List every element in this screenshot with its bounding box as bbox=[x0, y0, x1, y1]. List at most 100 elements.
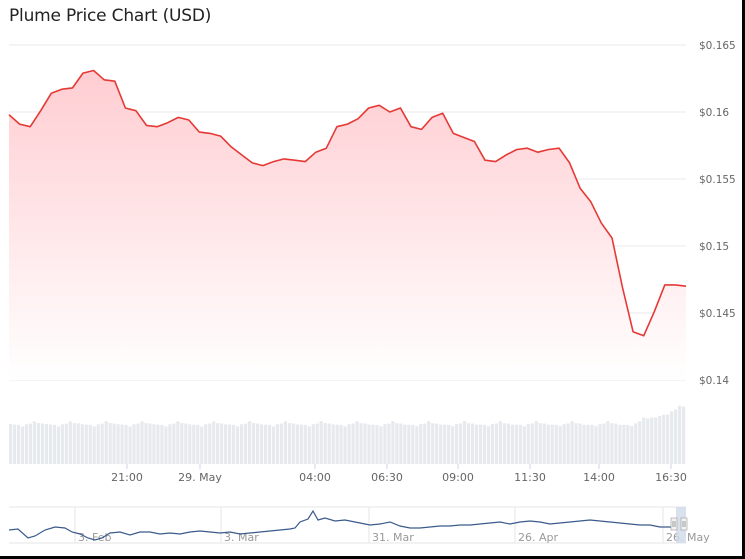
volume-bar bbox=[486, 426, 491, 464]
x-tick-label: 14:00 bbox=[583, 471, 615, 484]
volume-bar bbox=[606, 421, 610, 464]
volume-bar bbox=[148, 423, 152, 464]
navigator-date-label: 31. Mar bbox=[372, 531, 414, 544]
volume-bar bbox=[566, 423, 570, 464]
volume-bar bbox=[140, 421, 144, 464]
volume-bar bbox=[594, 426, 598, 464]
x-tick-label: 21:00 bbox=[111, 471, 143, 484]
y-tick-label: $0.15 bbox=[699, 241, 729, 253]
volume-bar bbox=[522, 426, 526, 464]
volume-bar bbox=[403, 424, 407, 464]
volume-bar bbox=[216, 423, 220, 464]
volume-bar bbox=[192, 424, 196, 464]
volume-bar bbox=[96, 424, 100, 464]
volume-bar bbox=[646, 418, 650, 464]
volume-bar bbox=[168, 424, 172, 464]
volume-bar bbox=[638, 421, 642, 464]
volume-bar bbox=[212, 421, 216, 464]
volume-bar bbox=[682, 406, 686, 464]
volume-bar bbox=[247, 421, 252, 464]
volume-bar bbox=[224, 424, 228, 464]
volume-bar bbox=[347, 424, 351, 464]
volume-bar bbox=[315, 423, 319, 464]
volume-bar bbox=[554, 424, 558, 464]
x-tick-label: 29. May bbox=[178, 471, 222, 484]
volume-bar bbox=[28, 423, 33, 464]
volume-bar bbox=[68, 421, 72, 464]
volume-bar bbox=[144, 423, 148, 464]
volume-bar bbox=[228, 424, 232, 464]
volume-bar bbox=[160, 424, 164, 464]
volume-bar bbox=[52, 424, 56, 464]
volume-bar bbox=[447, 424, 451, 464]
volume-bar bbox=[542, 423, 546, 464]
volume-bar bbox=[196, 424, 200, 464]
volume-bar bbox=[634, 423, 638, 464]
volume-bar bbox=[200, 426, 204, 464]
price-line[interactable] bbox=[8, 69, 687, 337]
volume-bar bbox=[614, 423, 618, 464]
volume-bar bbox=[371, 424, 375, 464]
volume-bar bbox=[184, 423, 188, 464]
volume-bar bbox=[24, 424, 29, 464]
volume-bar bbox=[534, 421, 538, 464]
volume-bar bbox=[654, 417, 658, 464]
navigator[interactable]: 3. Feb 3. Mar 31. Mar 26. Apr 26. May bbox=[8, 506, 710, 544]
navigator-handle[interactable] bbox=[680, 517, 688, 531]
volume-bar bbox=[112, 423, 116, 464]
volume-bar bbox=[558, 426, 562, 464]
volume-bar bbox=[482, 424, 487, 464]
volume-bar bbox=[427, 421, 431, 464]
volume-bar bbox=[327, 423, 331, 464]
volume-bar bbox=[100, 423, 104, 464]
volume-bar bbox=[335, 424, 339, 464]
volume-bar bbox=[16, 424, 21, 464]
volume-bar bbox=[12, 424, 17, 464]
volume-bar bbox=[443, 424, 447, 464]
volume-bar bbox=[323, 423, 327, 464]
volume-bar bbox=[459, 423, 463, 464]
volume-bar bbox=[658, 416, 662, 464]
volume-bar bbox=[152, 424, 156, 464]
volume-bar bbox=[88, 424, 92, 464]
volume-bar bbox=[283, 421, 287, 464]
volume-bar bbox=[208, 423, 212, 464]
volume-bar bbox=[518, 424, 522, 464]
volume-bar bbox=[56, 426, 60, 464]
volume-bar bbox=[411, 424, 415, 464]
volume-bar bbox=[474, 424, 479, 464]
volume-bar bbox=[303, 424, 307, 464]
volume-bar bbox=[259, 424, 264, 464]
volume-bar bbox=[530, 423, 534, 464]
volume-bar bbox=[578, 423, 582, 464]
y-tick-label: $0.165 bbox=[699, 40, 736, 52]
volume-bar bbox=[136, 423, 140, 464]
volume-bar bbox=[363, 423, 367, 464]
volume-bar bbox=[255, 423, 260, 464]
volume-bar bbox=[343, 426, 347, 464]
volume-bar bbox=[610, 423, 614, 464]
volume-bar bbox=[478, 424, 483, 464]
volume-bar bbox=[108, 423, 112, 464]
volume-bar bbox=[359, 423, 363, 464]
volume-bar bbox=[188, 424, 192, 464]
y-tick-label: $0.155 bbox=[699, 174, 736, 186]
volume-bar bbox=[538, 423, 542, 464]
volume-bar bbox=[339, 424, 343, 464]
volume-bar bbox=[104, 421, 108, 464]
volume-bar bbox=[622, 424, 626, 464]
volume-bar bbox=[275, 424, 279, 464]
volume-bar bbox=[570, 421, 574, 464]
volume-bar bbox=[80, 424, 84, 464]
volume-bar bbox=[164, 426, 168, 464]
volume-bar bbox=[291, 423, 295, 464]
x-axis: 21:00 29. May 04:00 06:30 09:00 11:30 14:00 16:… bbox=[111, 464, 687, 484]
x-tick-label: 16:30 bbox=[655, 471, 687, 484]
volume-bar bbox=[204, 424, 208, 464]
volume-bar bbox=[311, 424, 315, 464]
volume-bar bbox=[435, 423, 439, 464]
volume-bar bbox=[375, 424, 379, 464]
navigator-handle[interactable] bbox=[670, 517, 678, 531]
volume-bar bbox=[40, 423, 45, 464]
